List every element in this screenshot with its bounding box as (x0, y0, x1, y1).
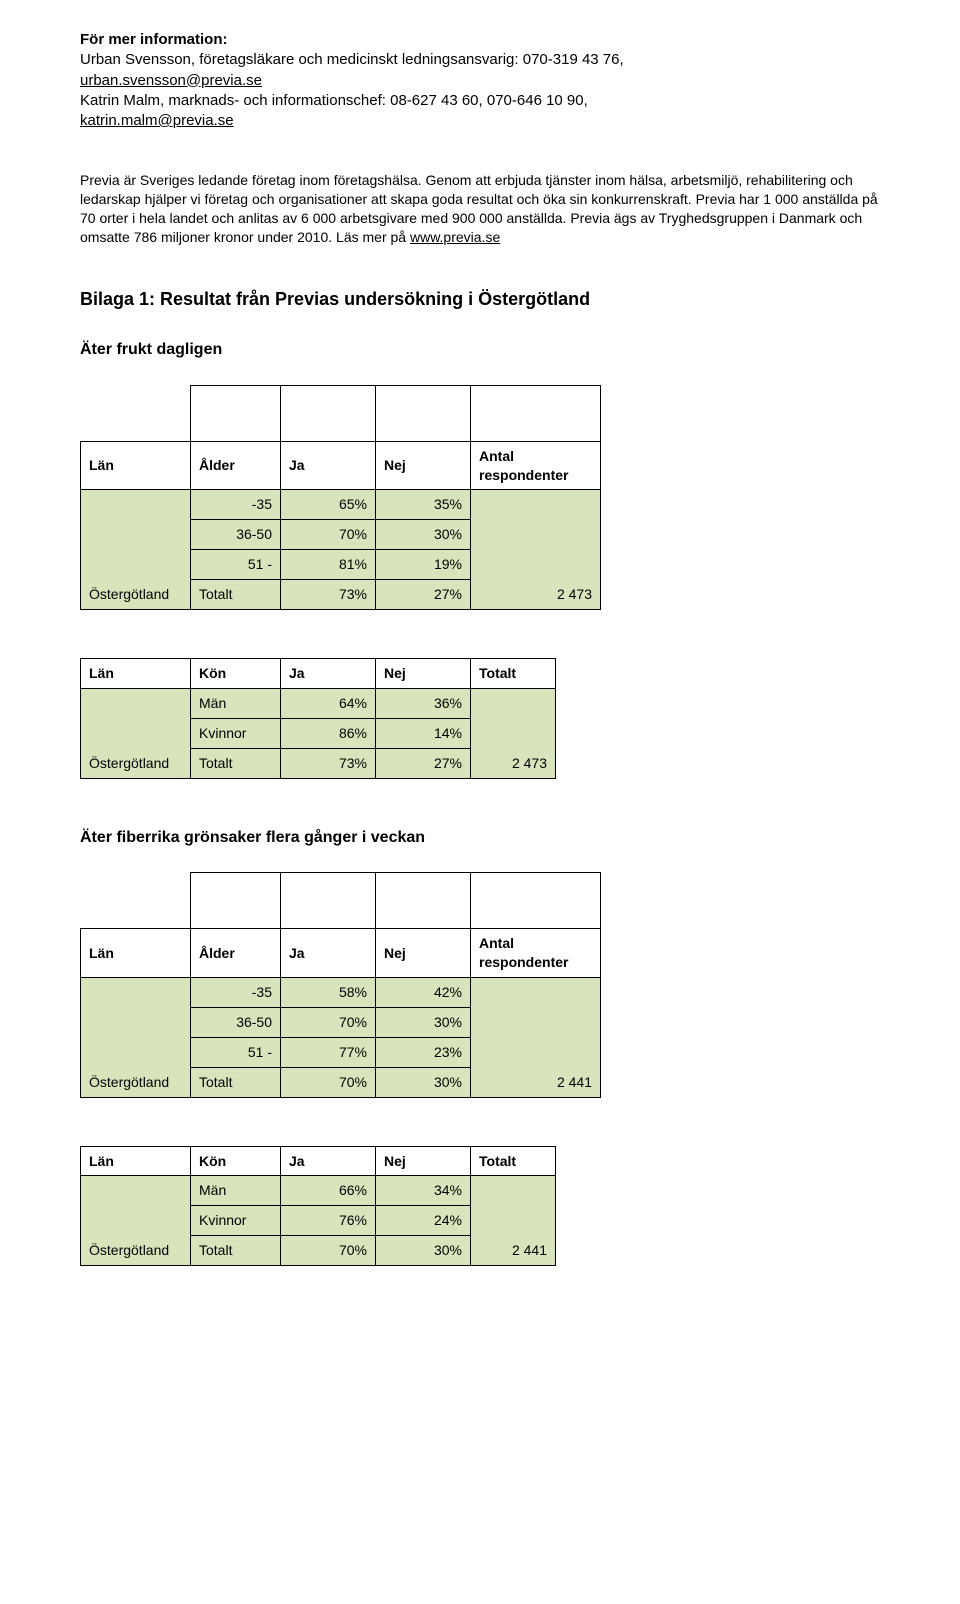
table-header-row: Län Ålder Ja Nej Antal respondenter (81, 929, 601, 978)
cell-age: -35 (191, 977, 281, 1007)
contact-block: För mer information: Urban Svensson, för… (80, 30, 880, 131)
cell-totalt-label: Totalt (191, 1067, 281, 1097)
cell-ja: 77% (281, 1037, 376, 1067)
cell-nej: 23% (376, 1037, 471, 1067)
col-ja: Ja (281, 929, 376, 978)
contact-line1: Urban Svensson, företagsläkare och medic… (80, 50, 880, 70)
cell-totalt-label: Totalt (191, 580, 281, 610)
cell-nej: 42% (376, 977, 471, 1007)
contact-email1[interactable]: urban.svensson@previa.se (80, 72, 262, 89)
cell-n: 2 441 (471, 977, 601, 1097)
cell-ja: 66% (281, 1176, 376, 1206)
section2-title: Äter fiberrika grönsaker flera gånger i … (80, 827, 880, 849)
col-lan: Län (81, 1146, 191, 1176)
col-ja: Ja (281, 441, 376, 490)
contact-email2[interactable]: katrin.malm@previa.se (80, 112, 234, 129)
table-section1-sex: Län Kön Ja Nej Totalt Östergötland Män 6… (80, 658, 556, 779)
cell-n: 2 441 (471, 1176, 556, 1266)
cell-ja: 64% (281, 688, 376, 718)
cell-ja: 73% (281, 748, 376, 778)
col-totalt: Totalt (471, 1146, 556, 1176)
col-lan: Län (81, 659, 191, 689)
col-lan: Län (81, 441, 191, 490)
cell-nej: 24% (376, 1206, 471, 1236)
cell-ja: 76% (281, 1206, 376, 1236)
cell-totalt-label: Totalt (191, 748, 281, 778)
cell-region: Östergötland (81, 490, 191, 610)
col-antal: Antal respondenter (471, 929, 601, 978)
cell-ja: 70% (281, 520, 376, 550)
table-section1-age: Län Ålder Ja Nej Antal respondenter Öste… (80, 385, 601, 610)
cell-ja: 73% (281, 580, 376, 610)
table-section2-age: Län Ålder Ja Nej Antal respondenter Öste… (80, 872, 601, 1097)
cell-ja: 65% (281, 490, 376, 520)
cell-ja: 70% (281, 1236, 376, 1266)
section1-title: Äter frukt dagligen (80, 339, 880, 361)
cell-nej: 34% (376, 1176, 471, 1206)
cell-region: Östergötland (81, 977, 191, 1097)
cell-nej: 27% (376, 748, 471, 778)
cell-sex: Kvinnor (191, 1206, 281, 1236)
table-header-row: Län Kön Ja Nej Totalt (81, 659, 556, 689)
cell-ja: 58% (281, 977, 376, 1007)
col-antal: Antal respondenter (471, 441, 601, 490)
cell-region: Östergötland (81, 1176, 191, 1266)
table-row: Östergötland -35 58% 42% 2 441 (81, 977, 601, 1007)
cell-region: Östergötland (81, 688, 191, 778)
cell-nej: 36% (376, 688, 471, 718)
col-nej: Nej (376, 1146, 471, 1176)
contact-line2: Katrin Malm, marknads- och informationsc… (80, 91, 880, 111)
cell-nej: 30% (376, 1067, 471, 1097)
col-totalt: Totalt (471, 659, 556, 689)
col-alder: Ålder (191, 929, 281, 978)
cell-nej: 14% (376, 718, 471, 748)
cell-age: 36-50 (191, 520, 281, 550)
col-ja: Ja (281, 659, 376, 689)
cell-age: 36-50 (191, 1007, 281, 1037)
table-row: Östergötland Män 66% 34% 2 441 (81, 1176, 556, 1206)
cell-n: 2 473 (471, 490, 601, 610)
table-header-row: Län Ålder Ja Nej Antal respondenter (81, 441, 601, 490)
col-ja: Ja (281, 1146, 376, 1176)
cell-nej: 30% (376, 1236, 471, 1266)
col-kon: Kön (191, 1146, 281, 1176)
cell-nej: 19% (376, 550, 471, 580)
cell-age: 51 - (191, 1037, 281, 1067)
table-section2-sex: Län Kön Ja Nej Totalt Östergötland Män 6… (80, 1146, 556, 1267)
table-row: Östergötland -35 65% 35% 2 473 (81, 490, 601, 520)
cell-nej: 35% (376, 490, 471, 520)
col-nej: Nej (376, 441, 471, 490)
cell-nej: 30% (376, 1007, 471, 1037)
cell-nej: 27% (376, 580, 471, 610)
col-nej: Nej (376, 929, 471, 978)
appendix-title: Bilaga 1: Resultat från Previas undersök… (80, 287, 880, 311)
cell-age: 51 - (191, 550, 281, 580)
company-description: Previa är Sveriges ledande företag inom … (80, 171, 880, 247)
cell-ja: 70% (281, 1007, 376, 1037)
col-alder: Ålder (191, 441, 281, 490)
cell-ja: 81% (281, 550, 376, 580)
table-header-row: Län Kön Ja Nej Totalt (81, 1146, 556, 1176)
cell-nej: 30% (376, 520, 471, 550)
table-row: Östergötland Män 64% 36% 2 473 (81, 688, 556, 718)
col-nej: Nej (376, 659, 471, 689)
cell-age: -35 (191, 490, 281, 520)
cell-sex: Män (191, 688, 281, 718)
col-kon: Kön (191, 659, 281, 689)
cell-sex: Män (191, 1176, 281, 1206)
cell-n: 2 473 (471, 688, 556, 778)
cell-sex: Kvinnor (191, 718, 281, 748)
cell-ja: 86% (281, 718, 376, 748)
cell-totalt-label: Totalt (191, 1236, 281, 1266)
contact-heading: För mer information: (80, 30, 880, 50)
company-link[interactable]: www.previa.se (410, 229, 500, 245)
col-lan: Län (81, 929, 191, 978)
cell-ja: 70% (281, 1067, 376, 1097)
